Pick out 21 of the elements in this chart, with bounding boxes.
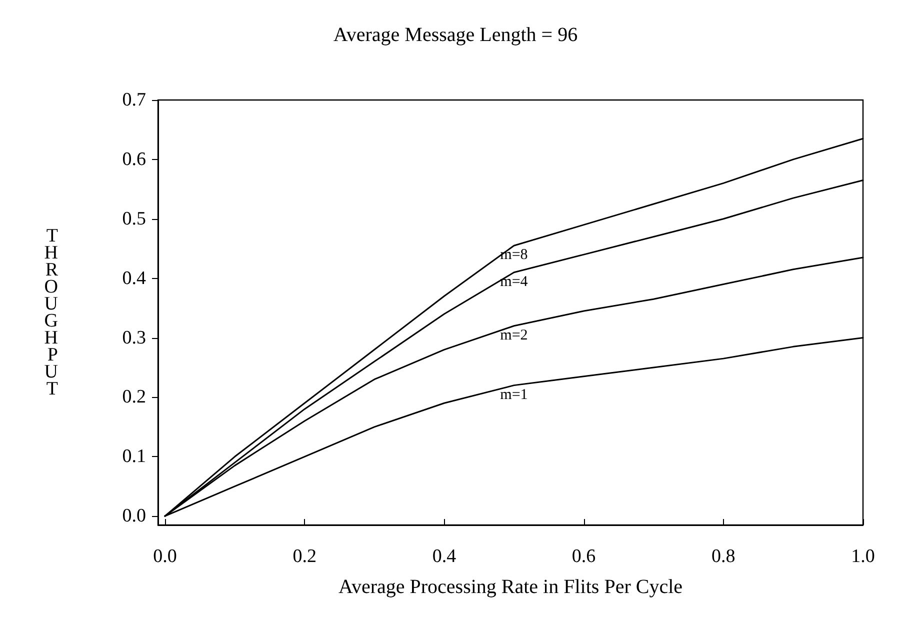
y-tick-label: 0.7: [122, 90, 146, 110]
y-tick-label: 0.0: [122, 506, 146, 527]
x-tick-label: 1.0: [851, 546, 875, 567]
x-axis-title: Average Processing Rate in Flits Per Cycle: [338, 576, 683, 598]
x-tick-label: 0.6: [572, 546, 596, 567]
series-label: m=8: [500, 247, 528, 264]
series-label: m=1: [500, 386, 528, 403]
y-tick-label: 0.6: [122, 148, 146, 170]
y-tick-label: 0.1: [122, 446, 146, 468]
x-tick-label: 0.2: [292, 546, 316, 567]
text: THROUGHPUT: [44, 226, 58, 400]
y-tick-label: 0.5: [122, 208, 146, 230]
x-tick-label: 0.8: [712, 546, 736, 567]
series-label: m=4: [500, 274, 528, 290]
x-tick-label: 0.0: [153, 546, 177, 567]
x-tick-label: 0.4: [432, 546, 457, 567]
y-tick-label: 0.3: [122, 327, 146, 348]
chart-title: Average Message Length = 96: [333, 24, 578, 46]
y-tick-label: 0.4: [122, 268, 146, 289]
y-tick-label: 0.2: [122, 386, 146, 408]
series-label: m=2: [500, 327, 528, 344]
